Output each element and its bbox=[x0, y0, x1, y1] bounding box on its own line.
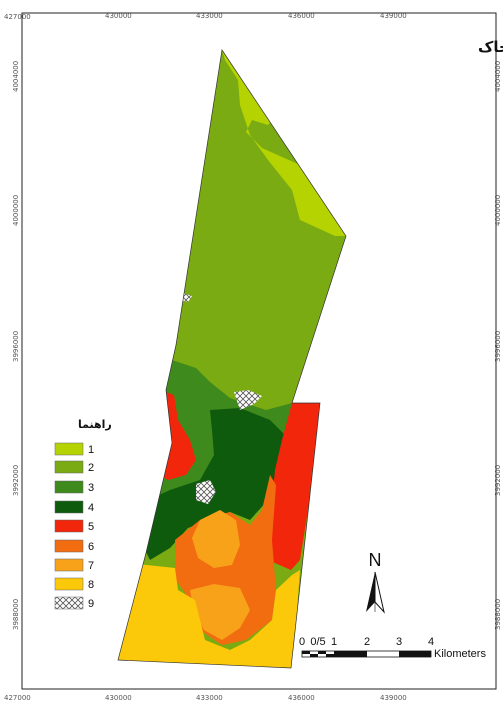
coord-bottom-3: 436000 bbox=[288, 694, 315, 702]
coord-bottom-2: 433000 bbox=[196, 694, 223, 702]
scale-label-3: 3 bbox=[396, 636, 402, 648]
legend-swatch-7 bbox=[54, 558, 84, 572]
unit-5-east bbox=[268, 403, 320, 570]
legend-swatch-1 bbox=[54, 442, 84, 456]
coord-right-0: 4004000 bbox=[494, 61, 502, 92]
legend-item-4: 4 bbox=[54, 500, 94, 514]
legend-item-6: 6 bbox=[54, 539, 94, 553]
coord-right-1: 4000000 bbox=[494, 195, 502, 226]
legend-item-9: 9 bbox=[54, 596, 94, 610]
coord-right-4: 3988000 bbox=[494, 599, 502, 630]
scale-label-4: 4 bbox=[428, 636, 434, 648]
legend-swatch-5 bbox=[54, 519, 84, 533]
coord-left-3: 3992000 bbox=[12, 465, 20, 496]
scale-unit: Kilometers bbox=[434, 648, 486, 660]
unit-4 bbox=[140, 408, 290, 560]
coord-top-3: 436000 bbox=[288, 12, 315, 20]
legend-label-9: 9 bbox=[88, 598, 94, 610]
legend-item-8: 8 bbox=[54, 577, 94, 591]
north-arrow-left-half bbox=[366, 572, 375, 612]
coordinate-labels: 427000 430000 433000 436000 439000 42700… bbox=[4, 12, 502, 702]
coord-top-1: 430000 bbox=[105, 12, 132, 20]
unit-9-c bbox=[196, 480, 216, 504]
coord-right-3: 3992000 bbox=[494, 465, 502, 496]
scale-label-2: 2 bbox=[364, 636, 370, 648]
coord-left-1: 4000000 bbox=[12, 195, 20, 226]
unit-8 bbox=[118, 560, 300, 668]
coord-left-2: 3996000 bbox=[12, 331, 20, 362]
study-area-outline bbox=[117, 49, 347, 669]
legend-label-7: 7 bbox=[88, 560, 94, 572]
legend-item-7: 7 bbox=[54, 558, 94, 572]
scale-label-1: 1 bbox=[331, 636, 337, 648]
legend-label-4: 4 bbox=[88, 502, 94, 514]
legend-label-1: 1 bbox=[88, 444, 94, 456]
coord-left-4: 3988000 bbox=[12, 599, 20, 630]
legend-swatch-4 bbox=[54, 500, 84, 514]
coord-top-2: 433000 bbox=[196, 12, 223, 20]
coord-left-0: 4004000 bbox=[12, 61, 20, 92]
legend-item-1: 1 bbox=[54, 442, 94, 456]
unit-9-b bbox=[234, 390, 262, 410]
legend-item-5: 5 bbox=[54, 519, 94, 533]
coord-top-4: 439000 bbox=[380, 12, 407, 20]
unit-7 bbox=[192, 510, 240, 568]
legend-label-3: 3 bbox=[88, 482, 94, 494]
unit-7b bbox=[190, 584, 250, 640]
coord-bottom-4: 439000 bbox=[380, 694, 407, 702]
legend-item-3: 3 bbox=[54, 480, 94, 494]
legend-label-5: 5 bbox=[88, 521, 94, 533]
legend-swatch-2 bbox=[54, 460, 84, 474]
coord-bottom-1: 430000 bbox=[105, 694, 132, 702]
legend: راهنما 1 2 3 4 5 6 7 8 9 bbox=[54, 418, 112, 610]
legend-label-6: 6 bbox=[88, 541, 94, 553]
legend-swatch-6 bbox=[54, 539, 84, 553]
coord-bottom-0: 427000 bbox=[4, 694, 31, 702]
coord-top-0: 427000 bbox=[4, 13, 31, 21]
north-label: N bbox=[369, 550, 382, 570]
legend-swatch-8 bbox=[54, 577, 84, 591]
legend-swatch-3 bbox=[54, 480, 84, 494]
scale-label-0: 0 bbox=[299, 636, 305, 648]
legend-label-8: 8 bbox=[88, 579, 94, 591]
legend-title: راهنما bbox=[78, 418, 112, 431]
north-arrow: N bbox=[366, 550, 385, 614]
map-title: نقشه واحد خاک bbox=[478, 38, 503, 56]
legend-label-2: 2 bbox=[88, 462, 94, 474]
legend-item-2: 2 bbox=[54, 460, 94, 474]
scale-label-05: 0/5 bbox=[310, 636, 325, 648]
coord-right-2: 3996000 bbox=[494, 331, 502, 362]
legend-swatch-9 bbox=[54, 596, 84, 610]
scale-bar: 0 0/5 1 2 3 4 Kilometers bbox=[299, 636, 487, 660]
